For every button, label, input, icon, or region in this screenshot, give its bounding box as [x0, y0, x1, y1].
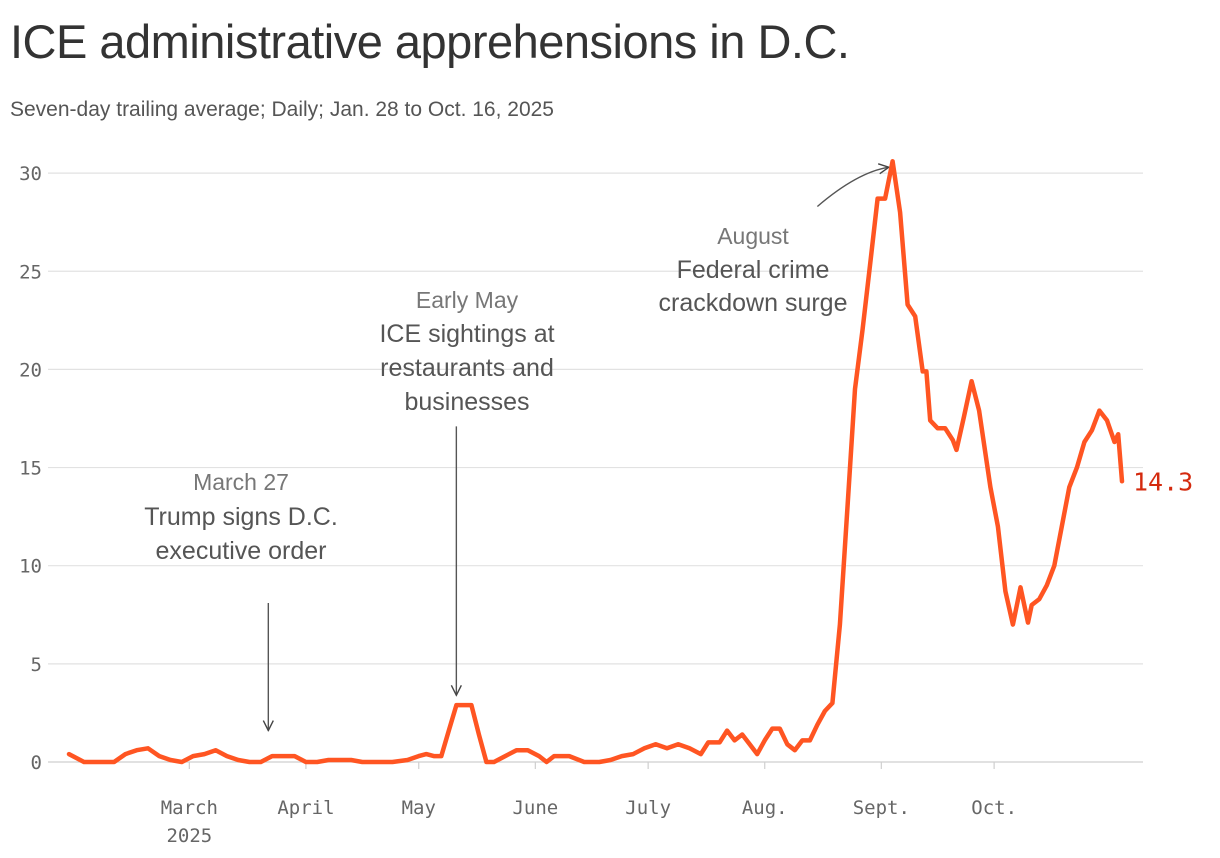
x-tick-label: June	[512, 797, 558, 819]
annotation-text-may: ICE sightings at	[379, 320, 554, 348]
y-tick-label: 25	[19, 261, 42, 283]
x-tick-label: April	[277, 797, 334, 819]
annotation-date-may: Early May	[416, 287, 519, 313]
x-tick-label: March	[161, 797, 218, 819]
x-tick-label: Sept.	[853, 797, 910, 819]
y-tick-label: 0	[31, 752, 42, 774]
y-tick-label: 20	[19, 359, 42, 381]
annotations: March 27 Trump signs D.C. executive order E…	[144, 167, 889, 730]
x-tick-label: July	[625, 797, 671, 819]
annotation-text-march: executive order	[156, 537, 327, 565]
series: 14.3	[66, 159, 1193, 765]
annotation-text-may: businesses	[404, 388, 529, 416]
annotation-text-may: restaurants and	[380, 354, 554, 382]
end-value-label: 14.3	[1133, 467, 1193, 496]
annotation-date-august: August	[717, 223, 789, 249]
x-tick-sublabel: 2025	[166, 825, 212, 847]
chart-title: ICE administrative apprehensions in D.C.	[10, 15, 850, 68]
y-axis-ticks: 0 5 10 15 20 25 30	[19, 163, 42, 774]
annotation-text-august: crackdown surge	[659, 289, 848, 317]
annotation-date-march: March 27	[193, 469, 289, 495]
y-tick-label: 15	[19, 458, 42, 480]
x-axis-ticks: March 2025 April May June July Aug. Sept. Oct.	[161, 762, 1017, 847]
annotation-arrow-august	[816, 167, 888, 208]
annotation-text-march: Trump signs D.C.	[144, 503, 338, 531]
x-tick-label: Aug.	[742, 797, 788, 819]
x-tick-label: May	[402, 797, 436, 819]
grid-lines	[48, 172, 1143, 763]
y-tick-label: 5	[31, 654, 42, 676]
annotation-text-august: Federal crime	[677, 256, 830, 284]
y-tick-label: 10	[19, 556, 42, 578]
x-tick-label: Oct.	[971, 797, 1017, 819]
series-line-0	[66, 159, 1125, 765]
chart-subtitle: Seven-day trailing average; Daily; Jan. …	[10, 98, 554, 121]
y-tick-label: 30	[19, 163, 42, 185]
